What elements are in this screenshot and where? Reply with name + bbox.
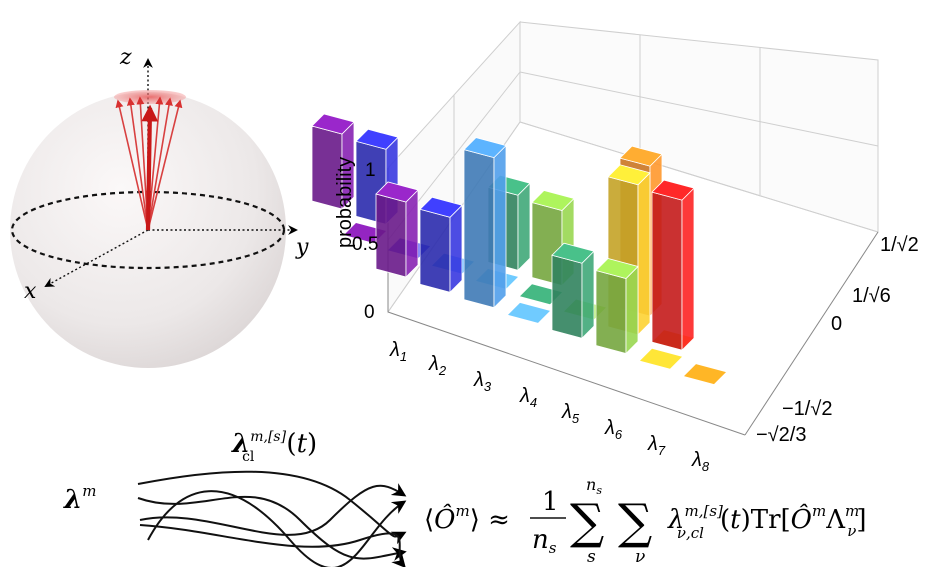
col-label-1: 1/√2 xyxy=(880,234,919,256)
axis-z-label: z xyxy=(119,45,132,70)
bar xyxy=(311,113,355,210)
row-label-7: λ7 xyxy=(647,433,666,458)
z-tick-1: 1 xyxy=(365,160,376,181)
row-label-4: λ4 xyxy=(519,385,537,410)
z-axis-title: probability xyxy=(334,157,356,248)
bar xyxy=(595,258,639,355)
bar xyxy=(463,137,507,309)
bloch-sphere: z y x xyxy=(10,45,309,368)
bar xyxy=(375,181,419,278)
col-label-3: 0 xyxy=(831,313,842,335)
sum2-bottom: ν xyxy=(635,547,645,567)
traj-left-label: λm xyxy=(63,482,96,515)
bar xyxy=(607,164,651,336)
bar xyxy=(551,242,595,340)
formula-term: λm,[s] ν,cl (t)Tr[ÔmΛm ν] xyxy=(667,502,867,542)
axis-x-label: x xyxy=(24,279,37,304)
trajectories: λm,[s] cl (t) λm xyxy=(63,429,407,567)
frac-num: 1 xyxy=(542,487,559,517)
row-label-3: λ3 xyxy=(473,369,492,394)
bars-group xyxy=(311,113,726,385)
row-label-5: λ5 xyxy=(561,401,580,426)
mean-vector xyxy=(141,104,159,231)
row-label-1: λ1 xyxy=(389,339,407,364)
traj-top-label: λm,[s] cl (t) xyxy=(231,429,317,465)
formula-lhs: ⟨Ôm⟩ ≈ xyxy=(424,502,510,535)
col-label-2: 1/√6 xyxy=(852,285,891,307)
sum1-bottom: s xyxy=(587,547,596,567)
flat-tile xyxy=(684,364,726,385)
flat-tile xyxy=(520,284,562,305)
bar-chart-3d: probability 1 0.5 0 λ1 λ2 λ3 λ4 λ5 λ6 λ7… xyxy=(311,20,919,474)
bar xyxy=(651,179,695,352)
row-label-6: λ6 xyxy=(604,417,623,442)
x-axis xyxy=(44,229,149,287)
z-tick-0: 0 xyxy=(364,302,375,323)
sum1-symbol: ∑ xyxy=(570,494,604,550)
flat-tile xyxy=(640,348,682,369)
frac-den: ns xyxy=(532,525,557,557)
bar xyxy=(419,196,463,294)
trajectory-curves xyxy=(137,470,407,567)
axis-y-label: y xyxy=(295,235,309,260)
z-tick-05: 0.5 xyxy=(352,234,378,255)
flat-tile xyxy=(344,223,386,243)
sum2-symbol: ∑ xyxy=(618,494,652,550)
cone-cap xyxy=(114,90,186,104)
flat-tile xyxy=(508,302,550,323)
formula: ⟨Ôm⟩ ≈ 1 ns ns ∑ s ∑ ν λm,[s] ν,cl (t)Tr[Ô… xyxy=(424,475,867,567)
col-label-4: −1/√2 xyxy=(782,398,832,420)
col-label-5: −√2/3 xyxy=(756,424,806,446)
row-label-2: λ2 xyxy=(428,353,447,378)
row-label-8: λ8 xyxy=(691,449,710,474)
column-labels: 1/√2 1/√6 0 −1/√2 −√2/3 xyxy=(756,234,919,446)
